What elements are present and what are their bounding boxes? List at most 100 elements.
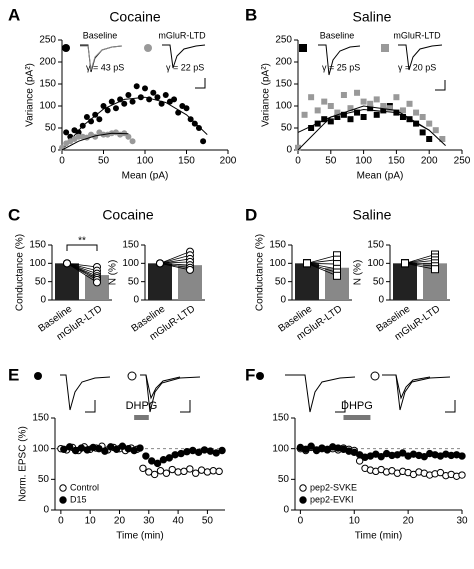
data-point [377,452,385,461]
legend-label: Baseline [83,30,118,40]
y-tick-label: 100 [39,101,56,112]
data-point [186,465,194,473]
y-tick-label: 100 [32,443,49,454]
data-point [393,94,400,101]
data-point [101,447,109,455]
x-tick-label: 0 [295,156,301,167]
data-point [347,116,354,123]
chart-title: Cocaine [102,207,154,223]
x-tick-label: 100 [355,156,372,167]
y-tick-label: 50 [278,474,290,485]
x-tick-label: 150 [178,156,195,167]
data-point [436,468,445,477]
drug-bar [134,415,149,420]
data-point [401,259,409,268]
y-tick-label: 150 [29,240,46,251]
data-point [323,446,332,454]
data-point [354,89,361,96]
data-point [314,107,321,114]
x-tick-label: 150 [388,156,405,167]
y-tick-label: 0 [283,505,289,516]
data-point [215,467,223,476]
data-point [156,259,164,268]
data-point [142,452,150,460]
y-tick-label: 150 [275,79,292,90]
x-tick-label: 20 [114,516,126,527]
panel-letter: F [245,365,255,384]
pair-line [404,254,436,264]
y-tick-label: 0 [43,505,49,516]
chart-title: Cocaine [109,9,161,25]
data-point [162,92,169,98]
data-point [136,444,144,452]
data-point [340,111,347,118]
x-tick-label: 30 [143,516,155,527]
panel-letter: D [245,205,257,224]
data-point [121,100,128,107]
y-tick-label: 0 [378,295,384,306]
data-point [200,138,207,145]
data-point [63,259,71,268]
y-tick-label: 100 [269,258,286,269]
y-tick-label: 150 [367,240,384,251]
bar [393,263,417,300]
annotation: γ = 43 pS [86,62,124,72]
data-point [183,105,190,112]
data-point [426,120,433,127]
bar [295,263,319,300]
y-tick-label: 100 [122,258,139,269]
y-tick-label: 0 [50,145,56,156]
x-axis-label: Time (min) [355,531,402,542]
data-point [380,107,387,114]
legend-marker [144,44,152,52]
data-point [380,103,387,109]
legend-marker [62,44,70,52]
pair-line [66,262,98,272]
pair-line [306,254,338,264]
y-axis-label: Conductance (%) [255,234,266,311]
bar [55,263,79,300]
data-point [373,96,380,103]
data-point [399,449,407,457]
x-tick-label: 50 [98,156,110,167]
data-point [308,125,315,131]
pair-line [404,257,436,264]
data-point [203,468,212,476]
y-tick-label: 150 [272,413,289,424]
legend-marker [299,44,307,52]
data-point [334,114,341,120]
data-point [191,120,198,127]
pair-line [404,262,436,267]
y-tick-label: 100 [272,443,289,454]
data-point [432,127,439,134]
trace-insets [34,44,456,413]
y-tick-label: 50 [35,276,47,287]
data-point [150,470,159,479]
pair-line [306,262,338,273]
y-axis-label: N (%) [353,260,364,286]
pair-line [404,260,436,264]
y-tick-label: 200 [39,57,56,68]
data-point [183,448,191,456]
x-tick-label: 250 [454,156,471,167]
data-point [104,107,111,114]
y-axis-label: Variance (pA²) [261,63,272,127]
data-point [333,271,341,280]
data-point [65,443,74,451]
chart-title: Saline [353,207,392,223]
data-point [112,105,119,112]
x-tick-label: 100 [137,156,154,167]
data-point [96,116,103,123]
data-point [303,259,311,268]
data-point [139,464,147,472]
data-point [75,129,82,136]
data-point [327,118,334,125]
y-tick-label: 50 [45,123,57,134]
data-point [142,85,148,92]
data-point [431,265,439,274]
x-tick-label: 200 [220,156,237,167]
data-point [321,116,328,123]
data-point [360,98,367,105]
data-point [347,105,354,112]
data-point [420,452,428,461]
